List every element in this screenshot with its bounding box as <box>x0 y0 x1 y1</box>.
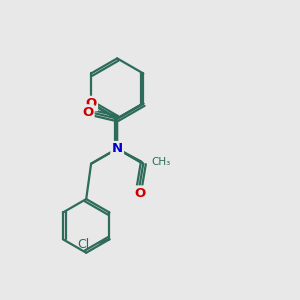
Text: N: N <box>112 142 123 155</box>
Text: O: O <box>85 97 97 110</box>
Text: O: O <box>82 106 93 118</box>
Text: CH₃: CH₃ <box>152 157 171 167</box>
Text: Cl: Cl <box>78 238 90 251</box>
Text: O: O <box>134 187 146 200</box>
